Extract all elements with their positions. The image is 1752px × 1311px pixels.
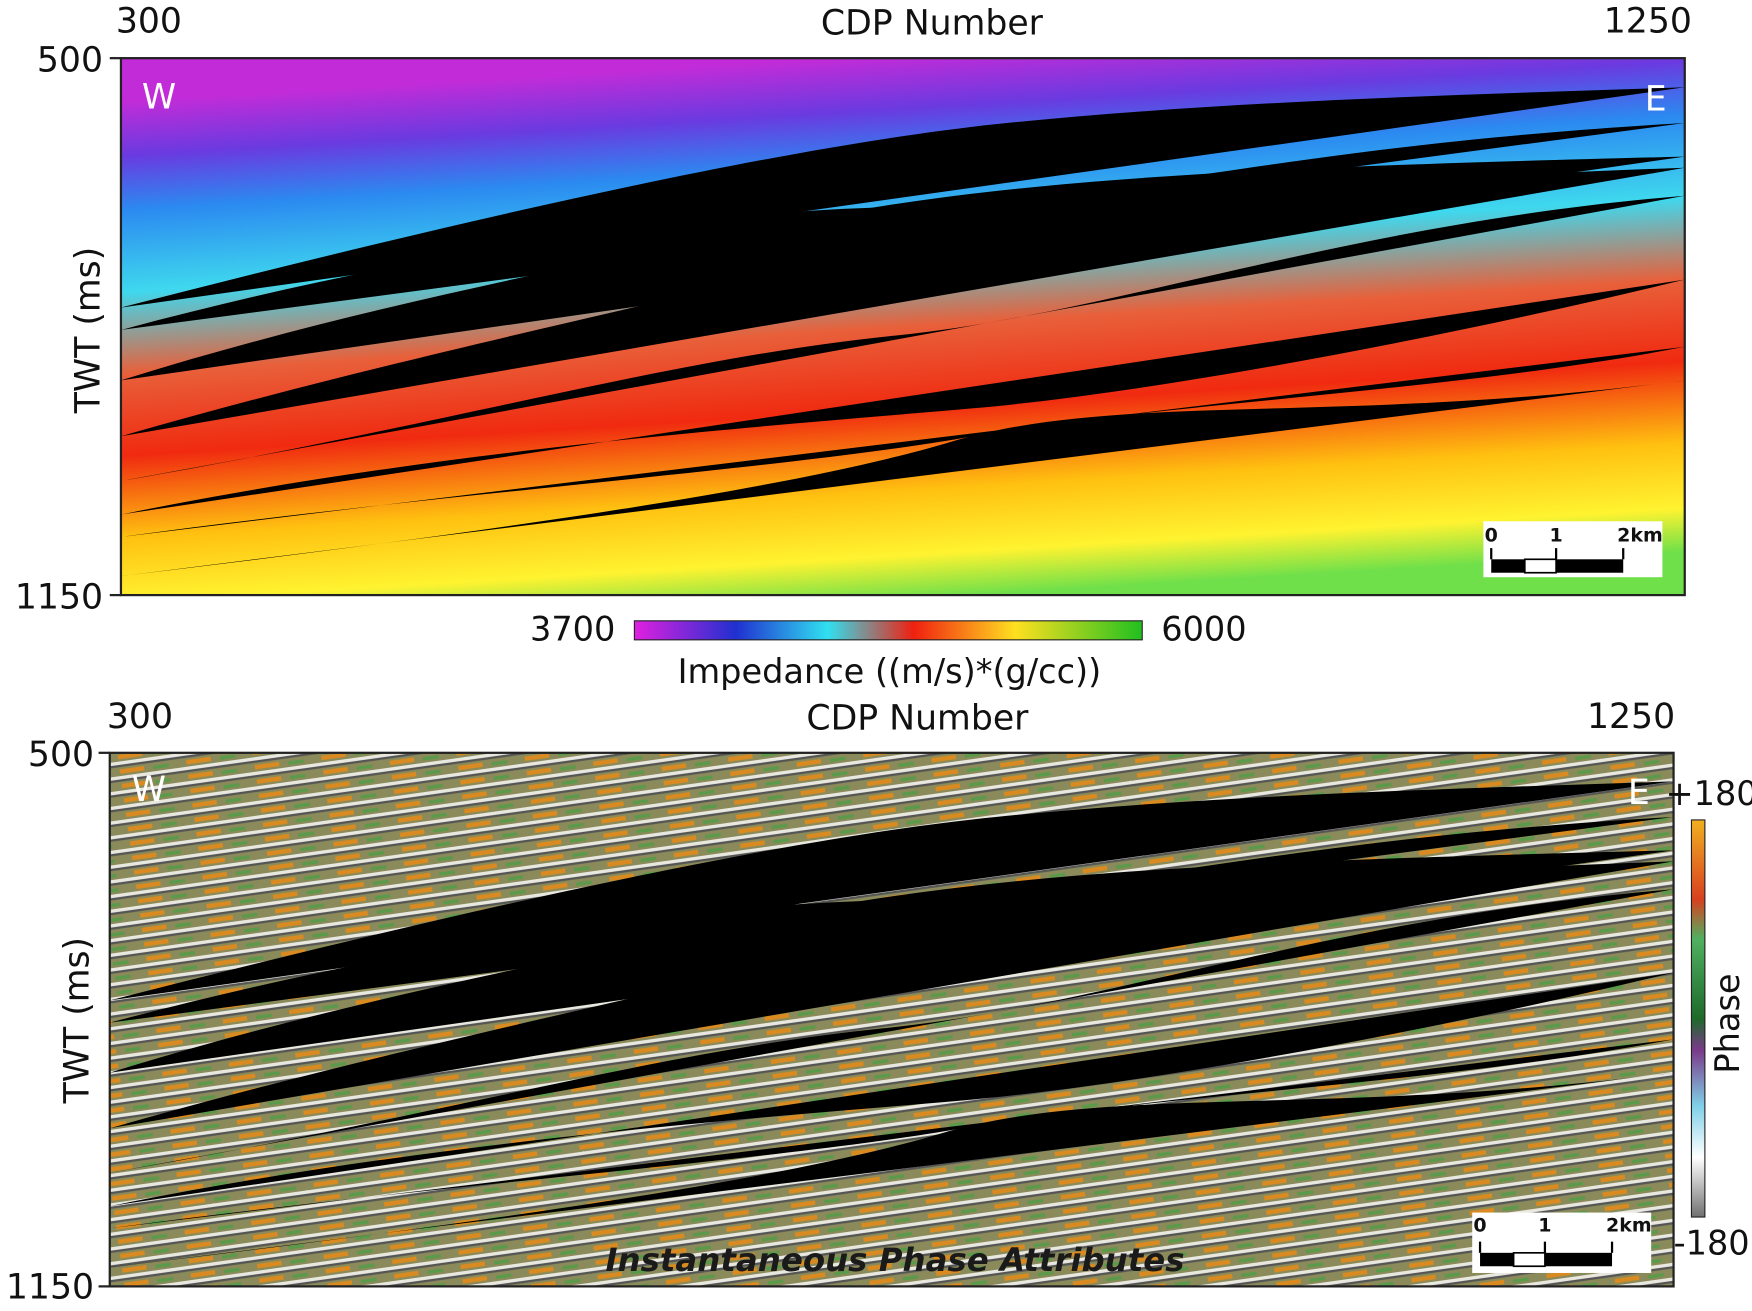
scale-bar: 0 1 2km (1483, 521, 1663, 578)
scale-label: 2km (1617, 524, 1663, 546)
impedance-colorbar (633, 620, 1143, 641)
y-bottom: 1150 (6, 1268, 94, 1308)
colorbar-bottom: -180 (1674, 1224, 1750, 1263)
scale-bar: 0 1 2km (1472, 1212, 1652, 1273)
scale-label: 1 (1538, 1214, 1551, 1236)
caption: Instantaneous Phase Attributes (605, 1241, 1184, 1279)
y-axis-label: TWT (ms) (57, 937, 97, 1104)
x-start: 300 (107, 697, 173, 737)
y-top: 500 (37, 41, 103, 81)
scale-label: 0 (1473, 1214, 1486, 1236)
y-axis-label: TWT (ms) (69, 247, 109, 414)
colorbar-max: 6000 (1161, 609, 1246, 648)
colorbar-min: 3700 (530, 609, 615, 648)
east-label: E (1645, 80, 1667, 120)
colorbar-top: +180 (1666, 774, 1752, 813)
x-axis-label: CDP Number (821, 4, 1044, 44)
west-label: W (142, 77, 176, 117)
y-bottom: 1150 (15, 577, 103, 617)
scale-label: 1 (1549, 524, 1562, 546)
x-end: 1250 (1604, 1, 1692, 41)
phase-colorbar (1690, 819, 1706, 1218)
x-axis-label: CDP Number (806, 698, 1029, 738)
east-label: E (1628, 773, 1650, 813)
x-end: 1250 (1587, 697, 1675, 737)
colorbar-label: Phase (1708, 973, 1747, 1073)
scale-label: 2km (1606, 1214, 1652, 1236)
west-label: W (132, 770, 166, 810)
x-start: 300 (116, 1, 182, 41)
scale-label: 0 (1485, 524, 1498, 546)
colorbar-label: Impedance ((m/s)*(g/cc)) (678, 652, 1102, 691)
y-top: 500 (28, 735, 94, 775)
